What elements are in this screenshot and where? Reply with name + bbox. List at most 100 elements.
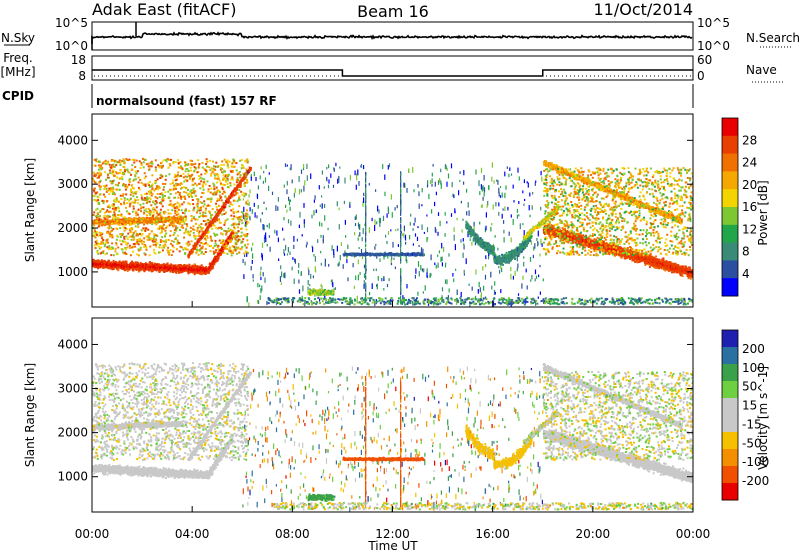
range-cell bbox=[244, 215, 247, 218]
range-cell bbox=[120, 233, 122, 236]
range-cell bbox=[541, 243, 543, 247]
nsearch-tick-high: 10^5 bbox=[697, 16, 730, 30]
range-cell bbox=[144, 262, 147, 265]
range-cell bbox=[223, 252, 226, 254]
range-cell bbox=[303, 164, 305, 169]
range-cell bbox=[161, 198, 164, 201]
range-cell bbox=[169, 199, 172, 202]
range-cell bbox=[164, 191, 167, 194]
range-cell bbox=[228, 246, 231, 249]
range-cell bbox=[463, 170, 465, 176]
range-cell bbox=[461, 229, 463, 233]
range-cell bbox=[214, 211, 217, 214]
range-cell bbox=[375, 189, 377, 192]
range-cell bbox=[397, 228, 399, 231]
range-cell bbox=[310, 173, 312, 180]
range-cell bbox=[204, 183, 207, 186]
range-cell bbox=[93, 179, 95, 182]
range-cell bbox=[180, 174, 183, 177]
range-cell bbox=[153, 222, 156, 225]
range-cell bbox=[201, 161, 204, 164]
range-cell bbox=[120, 160, 123, 163]
range-cell bbox=[208, 184, 211, 187]
range-cell bbox=[154, 216, 157, 219]
range-cell bbox=[216, 214, 219, 217]
range-cell bbox=[223, 213, 226, 215]
range-cell bbox=[145, 207, 148, 210]
range-cell bbox=[227, 227, 230, 230]
range-cell bbox=[153, 208, 156, 211]
range-cell bbox=[352, 263, 354, 268]
range-cell bbox=[195, 248, 198, 251]
range-cell bbox=[152, 243, 155, 246]
range-cell bbox=[345, 235, 347, 238]
range-cell bbox=[374, 221, 376, 226]
range-cell bbox=[124, 260, 127, 263]
range-cell bbox=[127, 232, 130, 235]
range-cell bbox=[210, 267, 213, 270]
range-cell bbox=[145, 198, 148, 201]
range-cell bbox=[217, 173, 220, 176]
range-cell bbox=[203, 233, 206, 236]
range-cell bbox=[197, 182, 200, 185]
range-cell bbox=[261, 242, 264, 248]
range-cell bbox=[154, 182, 157, 185]
range-cell bbox=[349, 175, 351, 181]
range-cell bbox=[224, 239, 227, 242]
range-cell bbox=[200, 241, 203, 244]
range-cell bbox=[238, 189, 241, 192]
range-cell bbox=[242, 178, 245, 181]
range-cell bbox=[166, 249, 169, 252]
range-cell bbox=[142, 183, 145, 186]
range-cell bbox=[194, 270, 197, 273]
range-cell bbox=[178, 223, 181, 226]
range-cell bbox=[412, 300, 414, 306]
range-cell bbox=[134, 198, 136, 201]
range-cell bbox=[106, 238, 109, 241]
range-cell bbox=[150, 191, 153, 194]
range-cell bbox=[216, 208, 219, 211]
range-cell bbox=[161, 268, 164, 271]
range-cell bbox=[170, 269, 173, 272]
range-cell bbox=[260, 276, 262, 281]
range-cell bbox=[115, 188, 118, 191]
range-cell bbox=[198, 244, 201, 247]
range-cell bbox=[379, 258, 381, 262]
range-cell bbox=[463, 181, 465, 185]
range-cell bbox=[394, 207, 396, 211]
range-cell bbox=[137, 181, 140, 184]
range-cell bbox=[262, 272, 264, 277]
range-cell bbox=[434, 181, 436, 187]
range-cell bbox=[165, 218, 168, 221]
range-cell bbox=[206, 234, 208, 237]
range-cell bbox=[193, 228, 196, 231]
range-cell bbox=[536, 238, 538, 241]
range-cell bbox=[243, 195, 246, 198]
range-cell bbox=[339, 254, 341, 261]
range-cell bbox=[133, 217, 136, 220]
range-cell bbox=[193, 170, 196, 172]
range-cell bbox=[190, 219, 193, 222]
range-cell bbox=[145, 214, 148, 217]
range-cell bbox=[174, 212, 177, 215]
range-cell bbox=[338, 224, 340, 230]
range-cell bbox=[227, 166, 230, 169]
range-cell bbox=[378, 209, 380, 214]
range-cell bbox=[125, 235, 128, 238]
range-cell bbox=[113, 210, 116, 213]
range-cell bbox=[226, 159, 229, 162]
range-cell bbox=[386, 301, 388, 305]
range-cell bbox=[218, 179, 221, 182]
range-cell bbox=[293, 192, 295, 198]
range-cell bbox=[183, 191, 186, 193]
range-cell bbox=[141, 232, 144, 235]
range-cell bbox=[467, 233, 469, 238]
range-cell bbox=[383, 276, 385, 279]
range-cell bbox=[286, 209, 288, 213]
range-cell bbox=[423, 231, 425, 234]
range-cell bbox=[190, 163, 193, 166]
range-cell bbox=[344, 250, 346, 255]
range-cell bbox=[106, 226, 109, 229]
range-cell bbox=[145, 210, 148, 213]
range-cell bbox=[507, 301, 509, 306]
